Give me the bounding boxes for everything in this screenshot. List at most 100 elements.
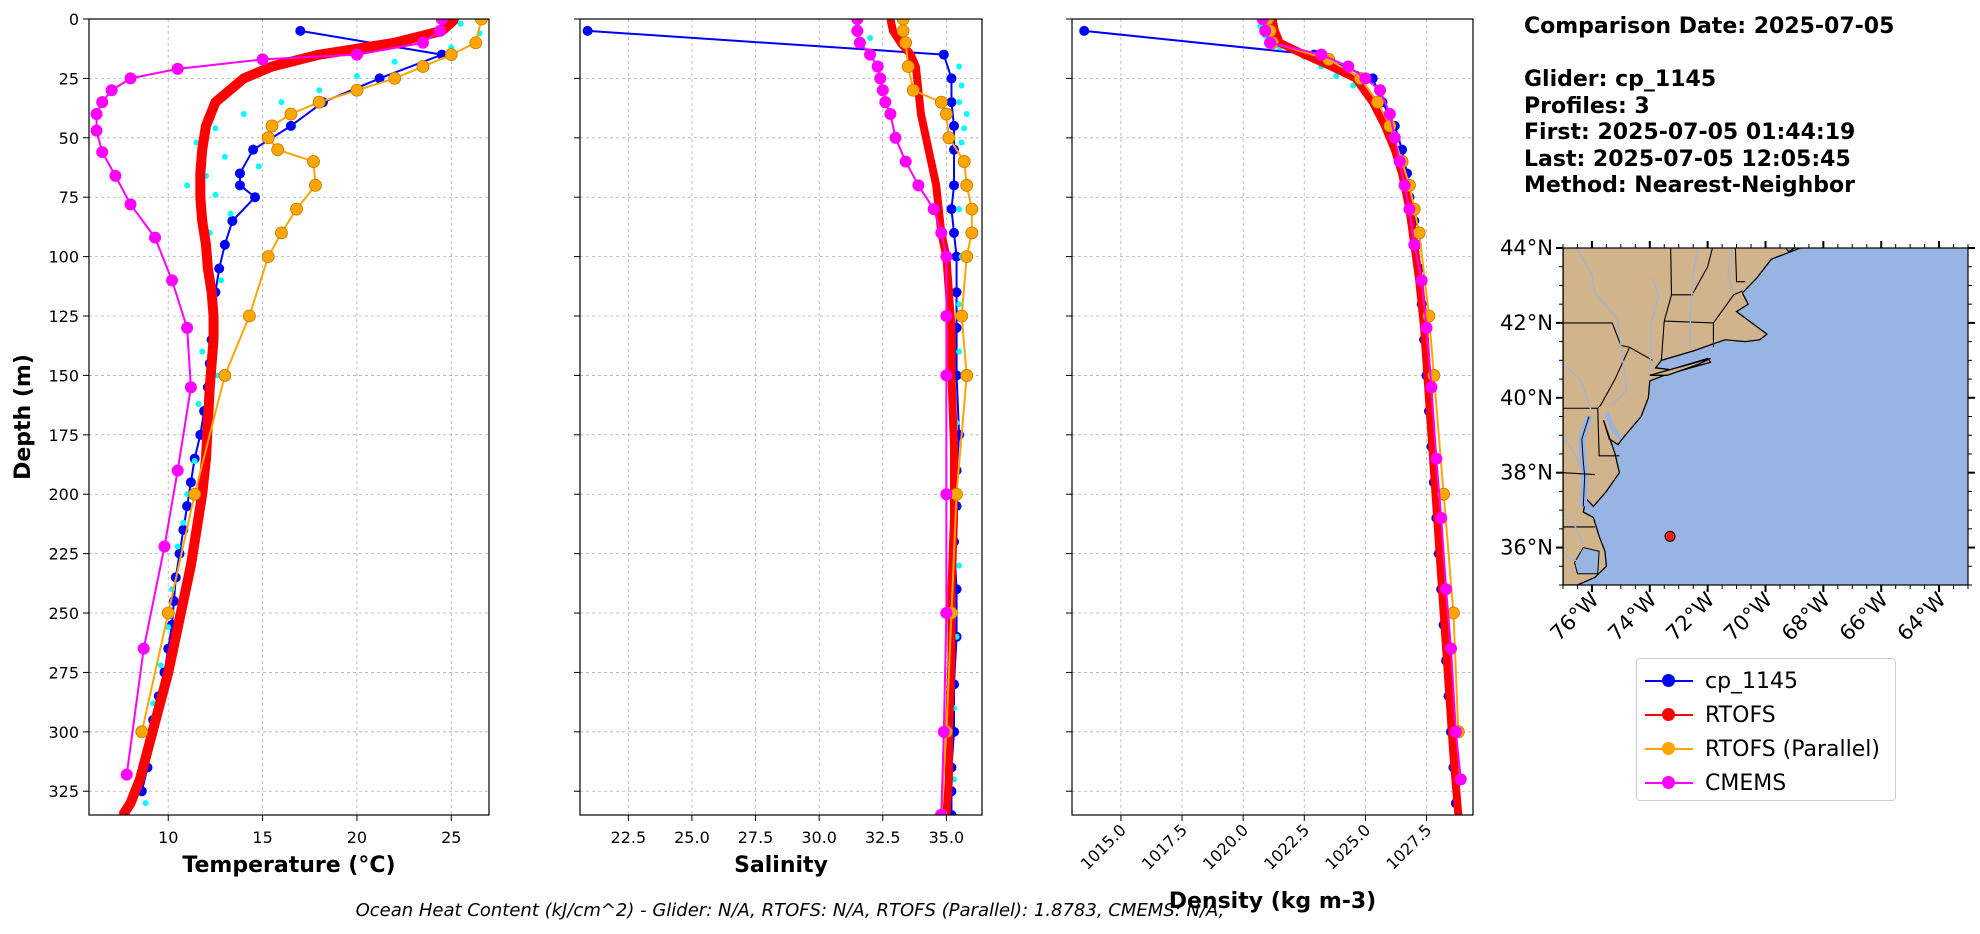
- data-point: [1393, 155, 1406, 168]
- long-island: [1649, 357, 1711, 376]
- data-point: [350, 83, 364, 97]
- data-point: [867, 35, 874, 42]
- series-cmems: [1256, 19, 1467, 786]
- data-point: [1445, 681, 1452, 688]
- data-point: [956, 206, 963, 213]
- data-point: [1430, 467, 1437, 474]
- glider-name: Glider: cp_1145: [1524, 67, 1717, 92]
- comparison-date: Comparison Date: 2025-07-05: [1524, 14, 1895, 39]
- x-tick-label: 27.5: [738, 828, 774, 847]
- bay-shore: [1581, 416, 1590, 507]
- data-point: [239, 74, 248, 83]
- x-axis-label: Salinity: [734, 853, 828, 878]
- data-point: [1374, 84, 1387, 97]
- y-tick-label: 175: [48, 426, 79, 445]
- data-point: [874, 72, 887, 85]
- data-point: [109, 169, 122, 182]
- series-cmems: [851, 19, 953, 815]
- data-point: [179, 597, 188, 606]
- data-point: [851, 19, 864, 25]
- river: [1649, 277, 1660, 372]
- data-point: [171, 62, 184, 75]
- data-point: [1440, 583, 1453, 596]
- legend-item-rtofs-parallel: RTOFS (Parallel): [1645, 734, 1880, 764]
- legend-swatch: [1645, 742, 1693, 755]
- data-point: [876, 84, 889, 97]
- data-point: [212, 191, 219, 198]
- data-point: [221, 153, 228, 160]
- data-point: [295, 25, 306, 36]
- data-point: [185, 477, 196, 488]
- data-point: [195, 400, 202, 407]
- data-point: [889, 131, 902, 144]
- data-point: [851, 24, 864, 37]
- plot-area: [582, 19, 979, 815]
- data-point: [268, 62, 277, 71]
- data-point: [928, 158, 935, 165]
- data-point: [433, 24, 446, 37]
- data-point: [390, 38, 399, 47]
- series-cmems: [90, 19, 448, 781]
- data-point: [135, 775, 144, 784]
- data-point: [309, 178, 322, 192]
- data-point: [227, 215, 238, 226]
- data-point: [948, 324, 955, 331]
- data-point: [271, 143, 285, 157]
- data-point: [1425, 381, 1438, 394]
- data-point: [416, 36, 429, 49]
- temperature-panel: 0 25 50 75 100 125 150 175 200 225 250 275 300 325 10 1…: [11, 10, 490, 878]
- data-point: [955, 309, 969, 323]
- data-point: [1256, 19, 1269, 25]
- data-point: [1333, 73, 1340, 80]
- legend-label: RTOFS: [1705, 702, 1776, 728]
- data-point: [211, 98, 220, 107]
- data-point: [184, 381, 197, 394]
- data-point: [118, 811, 127, 815]
- location-map: 44°N 42°N 40°N 38°N 36°N 76°W 74°W 72°W 70°W 68°W…: [1500, 236, 1975, 646]
- data-point: [879, 96, 892, 109]
- data-point: [265, 119, 279, 133]
- data-point: [451, 19, 460, 23]
- data-point: [312, 95, 326, 109]
- data-point: [1388, 131, 1401, 144]
- data-point: [90, 108, 103, 121]
- lon-label: 70°W: [1719, 587, 1777, 645]
- x-tick-label: 35.0: [929, 828, 965, 847]
- lon-label: 72°W: [1661, 587, 1719, 645]
- data-point: [935, 809, 948, 815]
- data-point: [219, 239, 230, 250]
- y-tick-label: 50: [59, 129, 79, 148]
- data-point: [234, 180, 245, 191]
- data-point: [951, 287, 962, 298]
- data-point: [958, 82, 965, 89]
- data-point: [171, 632, 180, 641]
- data-point: [416, 60, 430, 73]
- data-point: [945, 776, 952, 783]
- data-point: [945, 289, 952, 296]
- x-tick-label: 22.5: [611, 828, 647, 847]
- data-point: [938, 49, 949, 60]
- legend-item-glider: cp_1145: [1645, 666, 1798, 696]
- data-point: [965, 226, 979, 240]
- data-point: [171, 464, 184, 477]
- map-area: [1563, 248, 1968, 585]
- legend: cp_1145 RTOFS RTOFS (Parallel) CMEMS: [1636, 658, 1896, 801]
- y-tick-label: 25: [59, 69, 79, 88]
- axes-frame: [579, 18, 983, 816]
- data-point: [207, 359, 216, 368]
- data-point: [1412, 226, 1426, 240]
- data-point: [946, 204, 957, 215]
- data-point: [227, 210, 234, 217]
- data-point: [960, 250, 974, 264]
- data-point: [469, 36, 483, 50]
- series-rtofs-parallel-: [135, 19, 488, 739]
- y-tick-label: 0: [69, 10, 79, 29]
- state-border: [1563, 472, 1595, 476]
- data-point: [1415, 274, 1428, 287]
- y-tick-label: 250: [48, 604, 79, 623]
- lat-label: 40°N: [1500, 386, 1553, 410]
- data-point: [956, 301, 963, 308]
- series-line: [587, 29, 961, 815]
- data-point: [940, 250, 953, 263]
- y-tick-label: 125: [48, 307, 79, 326]
